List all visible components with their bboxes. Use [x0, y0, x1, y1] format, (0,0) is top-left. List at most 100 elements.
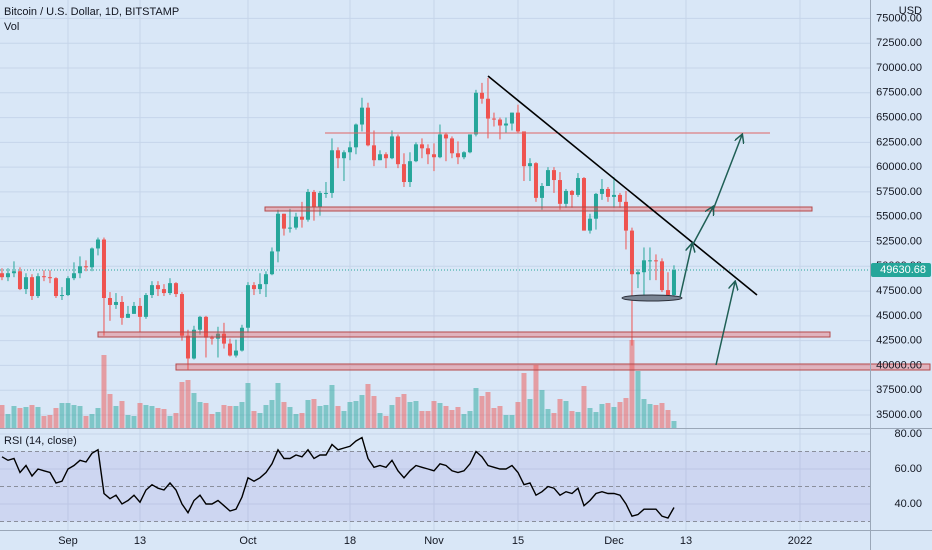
- volume-bar: [359, 395, 365, 428]
- candle-body: [503, 123, 508, 126]
- volume-bar: [383, 416, 389, 428]
- candle-body: [545, 170, 550, 186]
- arrow: [691, 207, 713, 247]
- zone: [97, 331, 831, 338]
- volume-bar: [569, 411, 575, 428]
- volume-bar: [521, 373, 527, 428]
- candle-body: [299, 216, 304, 220]
- candle-body: [347, 147, 352, 153]
- volume-bar: [653, 405, 659, 428]
- candle-body: [317, 192, 322, 207]
- candle-body: [233, 350, 238, 356]
- candle-body: [653, 260, 658, 262]
- candle-body: [281, 213, 286, 229]
- volume-bar: [527, 399, 533, 428]
- candle-body: [563, 190, 568, 204]
- candle-body: [551, 170, 556, 181]
- volume-bar: [119, 401, 125, 428]
- candle-body: [113, 301, 118, 305]
- volume-bar: [233, 406, 239, 428]
- candle-body: [569, 190, 574, 195]
- candle-body: [251, 285, 256, 290]
- candle-body: [371, 145, 376, 161]
- volume-bar: [557, 399, 563, 428]
- volume-bar: [317, 406, 323, 428]
- volume-bar: [191, 393, 197, 428]
- candle-body: [419, 144, 424, 149]
- volume-bar: [431, 401, 437, 428]
- volume-bar: [371, 396, 377, 428]
- candle-body: [263, 274, 268, 285]
- candle-body: [167, 283, 172, 294]
- volume-bar: [65, 403, 71, 428]
- candle-body: [143, 295, 148, 317]
- volume-bar: [281, 402, 287, 428]
- candle-body: [305, 191, 310, 220]
- volume-bar: [473, 388, 479, 428]
- volume-bar: [545, 409, 551, 428]
- volume-bar: [101, 355, 107, 428]
- candle-body: [71, 273, 76, 279]
- candle-body: [581, 178, 586, 231]
- y-tick-label: 65000.00: [876, 111, 922, 123]
- candle-body: [335, 150, 340, 159]
- candle-body: [641, 260, 646, 273]
- volume-bar: [641, 399, 647, 428]
- candle-body: [209, 337, 214, 339]
- y-tick-label: 72500.00: [876, 37, 922, 49]
- candle-body: [443, 134, 448, 139]
- candle-body: [557, 180, 562, 204]
- candle-body: [425, 148, 430, 155]
- volume-bar: [131, 416, 137, 428]
- candle-body: [401, 164, 406, 183]
- volume-bar: [389, 405, 395, 428]
- volume-bar: [95, 408, 101, 428]
- candle-body: [413, 144, 418, 162]
- volume-bar: [179, 382, 185, 428]
- arrow: [679, 244, 692, 298]
- rsi-pane: [0, 429, 870, 530]
- candle-body: [515, 112, 520, 132]
- volume-bar: [53, 408, 59, 428]
- volume-bar: [89, 414, 95, 428]
- x-tick-label: 13: [680, 535, 692, 547]
- volume-bar: [629, 340, 635, 428]
- volume-bar: [137, 403, 143, 428]
- volume-bar: [311, 399, 317, 428]
- x-tick-label: 13: [134, 535, 146, 547]
- volume-bar: [659, 403, 665, 428]
- volume-bar: [575, 412, 581, 428]
- candle-body: [431, 154, 436, 158]
- volume-bar: [401, 394, 407, 428]
- volume-bar: [257, 413, 263, 428]
- volume-bar: [593, 412, 599, 428]
- candle-body: [461, 152, 466, 158]
- candle-body: [485, 98, 490, 119]
- volume-bar: [617, 402, 623, 428]
- candle-body: [329, 150, 334, 193]
- volume-bar: [275, 383, 281, 428]
- candle-body: [161, 289, 166, 294]
- candle-body: [533, 163, 538, 198]
- volume-label: Vol: [4, 21, 19, 33]
- volume-bar: [113, 406, 119, 428]
- last-price-tag: [871, 262, 931, 277]
- volume-bar: [161, 409, 167, 428]
- x-tick-label: Oct: [239, 535, 256, 547]
- y-tick-label: 45000.00: [876, 310, 922, 322]
- volume-bar: [23, 407, 29, 428]
- volume-bar: [173, 413, 179, 428]
- volume-bar: [461, 414, 467, 428]
- volume-bar: [197, 402, 203, 428]
- candle-body: [605, 188, 610, 197]
- volume-bar: [365, 384, 371, 428]
- axis-unit: USD: [899, 5, 922, 17]
- volume-bar: [59, 403, 65, 428]
- y-tick-label: 55000.00: [876, 211, 922, 223]
- volume-bar: [599, 404, 605, 428]
- volume-bar: [185, 380, 191, 428]
- y-tick-label: 62500.00: [876, 136, 922, 148]
- candle-body: [575, 178, 580, 195]
- candle-body: [659, 261, 664, 291]
